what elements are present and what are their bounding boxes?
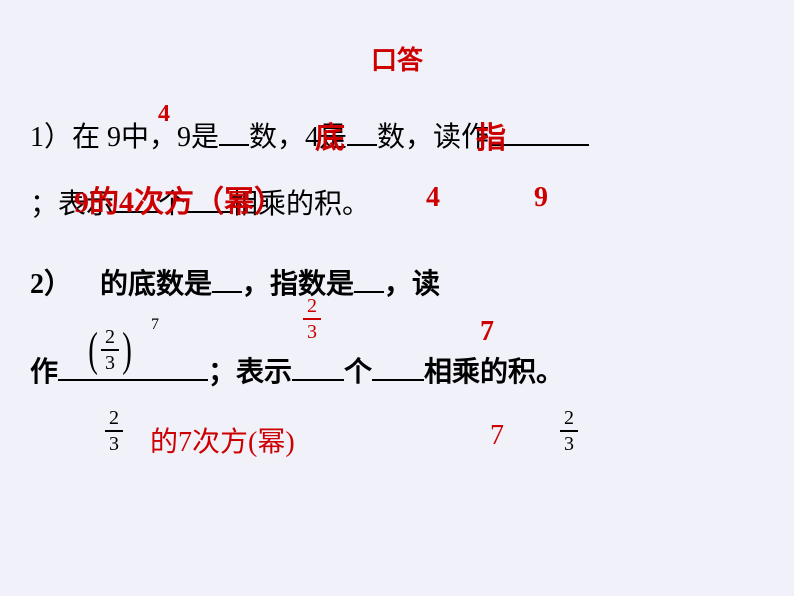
frac-den: 3	[101, 351, 119, 373]
frac-num: 2	[101, 327, 119, 351]
q2-ans-base: 23	[303, 296, 321, 342]
q2-line1: 2） 的底数是 ，指数是 ，读	[30, 262, 440, 302]
q1-ans-base: 底	[315, 113, 345, 157]
q1-ans-exp: 指	[476, 113, 506, 157]
q1-ans-count: 4	[426, 182, 440, 214]
paren-left: (	[88, 322, 98, 377]
fraction: 23	[560, 408, 578, 454]
q2-ans-count: 7	[490, 420, 504, 452]
blank	[219, 144, 249, 146]
blank	[372, 379, 424, 381]
frac-den: 3	[105, 432, 123, 454]
q2-bottom-frac: 23	[105, 408, 123, 454]
frac-den: 3	[560, 432, 578, 454]
q2-ans-factor: 23	[560, 408, 578, 454]
q1-exp-overlay: 4	[158, 101, 170, 128]
blank	[212, 291, 242, 293]
q2-l1-m2: ，指数是	[242, 269, 354, 300]
q2-l2-m1: ；表示	[208, 357, 292, 388]
q2-ans-exp: 7	[480, 316, 494, 348]
frac-num: 2	[303, 296, 321, 320]
q1-ans-factor: 9	[534, 182, 548, 214]
frac-num: 2	[105, 408, 123, 432]
blank	[347, 144, 377, 146]
paren-right: )	[122, 322, 132, 377]
q1-ans-power: 9的4次方（幂）	[74, 177, 284, 221]
fraction: 23	[303, 296, 321, 342]
q2-frac-expr: (23)7	[85, 322, 135, 377]
q2-l1-m1: 的底数是	[100, 269, 212, 300]
q1-l1-pre: 1）在 9	[30, 122, 121, 153]
q2-l2-pre: 作	[30, 357, 58, 388]
q2-l2-end: 相乘的积。	[424, 357, 564, 388]
frac-exp: 7	[151, 316, 159, 334]
q2-ans-power: 的7次方(幂)	[150, 420, 295, 460]
blank	[354, 291, 384, 293]
q1-l1-m1: 中，9是	[121, 122, 219, 153]
blank	[292, 379, 344, 381]
frac-den: 3	[303, 320, 321, 342]
q1-l1-m3: 数，读作	[377, 122, 489, 153]
q2-l2-m2: 个	[344, 357, 372, 388]
q2-l1-end: ，读	[384, 269, 440, 300]
q2-l1-pre: 2）	[30, 269, 72, 300]
blank	[58, 379, 208, 381]
fraction: 23	[101, 327, 119, 373]
page-title: 口答	[0, 40, 794, 77]
fraction: 23	[105, 408, 123, 454]
frac-num: 2	[560, 408, 578, 432]
